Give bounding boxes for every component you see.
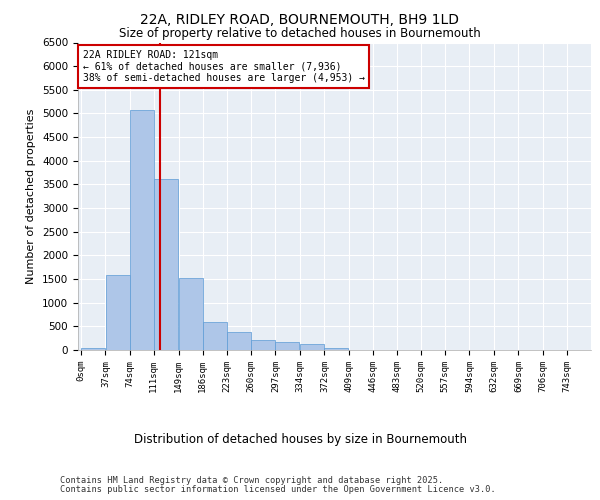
Bar bbox=[154, 178, 178, 350]
Bar bbox=[325, 348, 349, 350]
Bar bbox=[130, 110, 154, 350]
Bar bbox=[251, 340, 275, 350]
Bar bbox=[179, 278, 203, 350]
Text: Contains public sector information licensed under the Open Government Licence v3: Contains public sector information licen… bbox=[60, 485, 496, 494]
Bar bbox=[82, 348, 106, 350]
Bar bbox=[203, 322, 227, 350]
Text: 22A, RIDLEY ROAD, BOURNEMOUTH, BH9 1LD: 22A, RIDLEY ROAD, BOURNEMOUTH, BH9 1LD bbox=[140, 12, 460, 26]
Y-axis label: Number of detached properties: Number of detached properties bbox=[26, 108, 37, 284]
Text: Size of property relative to detached houses in Bournemouth: Size of property relative to detached ho… bbox=[119, 28, 481, 40]
Text: Distribution of detached houses by size in Bournemouth: Distribution of detached houses by size … bbox=[133, 432, 467, 446]
Bar bbox=[299, 344, 323, 350]
Bar bbox=[106, 276, 130, 350]
Text: 22A RIDLEY ROAD: 121sqm
← 61% of detached houses are smaller (7,936)
38% of semi: 22A RIDLEY ROAD: 121sqm ← 61% of detache… bbox=[83, 50, 365, 83]
Bar bbox=[275, 342, 299, 350]
Text: Contains HM Land Registry data © Crown copyright and database right 2025.: Contains HM Land Registry data © Crown c… bbox=[60, 476, 443, 485]
Bar bbox=[227, 332, 251, 350]
